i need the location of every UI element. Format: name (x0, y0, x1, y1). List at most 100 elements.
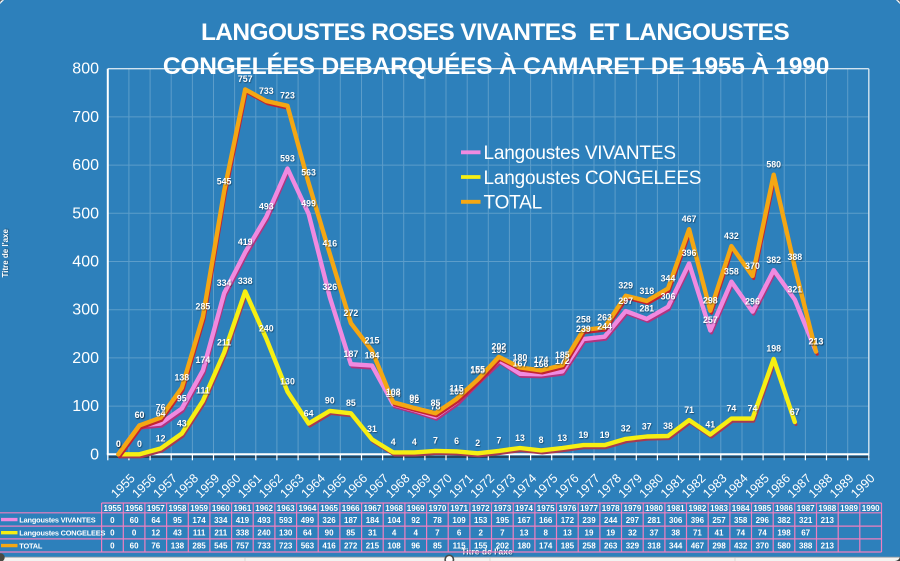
svg-text:202: 202 (496, 542, 510, 551)
svg-text:202: 202 (492, 342, 507, 352)
svg-text:32: 32 (628, 529, 637, 538)
svg-text:213: 213 (809, 336, 824, 346)
svg-text:32: 32 (621, 424, 631, 434)
svg-text:213: 213 (821, 542, 835, 551)
svg-text:272: 272 (344, 542, 358, 551)
svg-text:200: 200 (72, 350, 99, 367)
svg-text:326: 326 (322, 282, 337, 292)
svg-text:8: 8 (543, 529, 548, 538)
svg-text:545: 545 (214, 542, 228, 551)
svg-text:111: 111 (193, 529, 206, 538)
svg-text:67: 67 (790, 407, 800, 417)
svg-text:240: 240 (259, 323, 274, 333)
svg-text:90: 90 (325, 529, 334, 538)
svg-text:1983: 1983 (710, 504, 728, 513)
svg-text:419: 419 (238, 237, 253, 247)
svg-text:7: 7 (435, 529, 440, 538)
svg-text:257: 257 (712, 516, 726, 525)
svg-text:272: 272 (344, 308, 359, 318)
svg-text:115: 115 (453, 542, 466, 551)
svg-text:74: 74 (758, 529, 767, 538)
svg-text:0: 0 (110, 516, 115, 525)
svg-text:1984: 1984 (732, 504, 750, 513)
svg-text:215: 215 (365, 336, 380, 346)
svg-text:184: 184 (366, 516, 380, 525)
svg-text:60: 60 (130, 542, 139, 551)
svg-text:493: 493 (259, 202, 274, 212)
svg-text:1982: 1982 (689, 504, 707, 513)
svg-text:1967: 1967 (364, 504, 382, 513)
svg-text:281: 281 (639, 304, 654, 314)
svg-text:0: 0 (116, 439, 121, 449)
svg-text:1976: 1976 (559, 504, 577, 513)
svg-text:115: 115 (449, 384, 463, 394)
svg-text:1971: 1971 (450, 504, 468, 513)
svg-text:563: 563 (301, 542, 315, 551)
svg-text:563: 563 (301, 168, 316, 178)
svg-text:723: 723 (280, 91, 295, 101)
svg-text:78: 78 (431, 402, 441, 412)
svg-text:67: 67 (801, 529, 810, 538)
svg-text:1979: 1979 (624, 504, 642, 513)
svg-text:41: 41 (715, 529, 724, 538)
svg-text:321: 321 (787, 284, 802, 294)
svg-text:1959: 1959 (190, 504, 208, 513)
svg-text:92: 92 (409, 395, 419, 405)
svg-text:4: 4 (391, 437, 396, 447)
svg-text:172: 172 (561, 516, 575, 525)
svg-text:111: 111 (196, 386, 210, 396)
svg-text:31: 31 (368, 529, 377, 538)
svg-text:700: 700 (72, 109, 99, 126)
svg-text:166: 166 (539, 516, 553, 525)
svg-text:1969: 1969 (407, 504, 425, 513)
svg-text:7: 7 (496, 436, 501, 446)
svg-text:800: 800 (72, 61, 99, 78)
svg-text:1989: 1989 (840, 504, 858, 513)
svg-text:1965: 1965 (320, 504, 338, 513)
svg-text:Langoustes VIVANTES: Langoustes VIVANTES (484, 143, 676, 164)
svg-text:306: 306 (661, 292, 676, 302)
svg-text:723: 723 (279, 542, 293, 551)
svg-text:6: 6 (457, 529, 462, 538)
svg-text:0: 0 (116, 439, 121, 449)
svg-text:38: 38 (663, 421, 673, 431)
svg-text:432: 432 (734, 542, 748, 551)
svg-text:298: 298 (712, 542, 726, 551)
svg-text:78: 78 (433, 516, 442, 525)
svg-text:195: 195 (492, 345, 507, 355)
svg-text:244: 244 (604, 516, 618, 525)
svg-text:153: 153 (470, 365, 485, 375)
svg-text:296: 296 (745, 296, 760, 306)
svg-text:96: 96 (411, 542, 420, 551)
svg-text:96: 96 (409, 393, 419, 403)
svg-text:600: 600 (72, 157, 99, 174)
svg-text:71: 71 (693, 529, 702, 538)
svg-text:467: 467 (682, 214, 697, 224)
svg-text:31: 31 (367, 424, 377, 434)
svg-text:297: 297 (618, 296, 633, 306)
svg-text:138: 138 (174, 373, 189, 383)
svg-text:95: 95 (173, 516, 182, 525)
svg-text:1963: 1963 (277, 504, 295, 513)
svg-text:338: 338 (236, 529, 250, 538)
svg-text:TOTAL: TOTAL (484, 193, 542, 214)
svg-text:1988: 1988 (818, 504, 836, 513)
svg-text:172: 172 (555, 356, 570, 366)
svg-text:258: 258 (582, 542, 596, 551)
svg-text:1957: 1957 (147, 504, 165, 513)
svg-text:733: 733 (259, 86, 274, 96)
svg-text:296: 296 (756, 516, 770, 525)
svg-text:74: 74 (727, 403, 737, 413)
svg-text:153: 153 (474, 516, 488, 525)
svg-text:396: 396 (682, 248, 697, 258)
svg-text:Langoustes CONGELEES: Langoustes CONGELEES (484, 168, 702, 189)
svg-text:184: 184 (365, 350, 380, 360)
svg-text:TOTAL: TOTAL (19, 542, 43, 551)
svg-text:1960: 1960 (212, 504, 230, 513)
svg-text:334: 334 (217, 278, 232, 288)
svg-text:109: 109 (449, 387, 464, 397)
svg-text:19: 19 (600, 430, 610, 440)
svg-text:370: 370 (745, 261, 760, 271)
svg-text:43: 43 (173, 529, 182, 538)
svg-text:733: 733 (257, 542, 271, 551)
